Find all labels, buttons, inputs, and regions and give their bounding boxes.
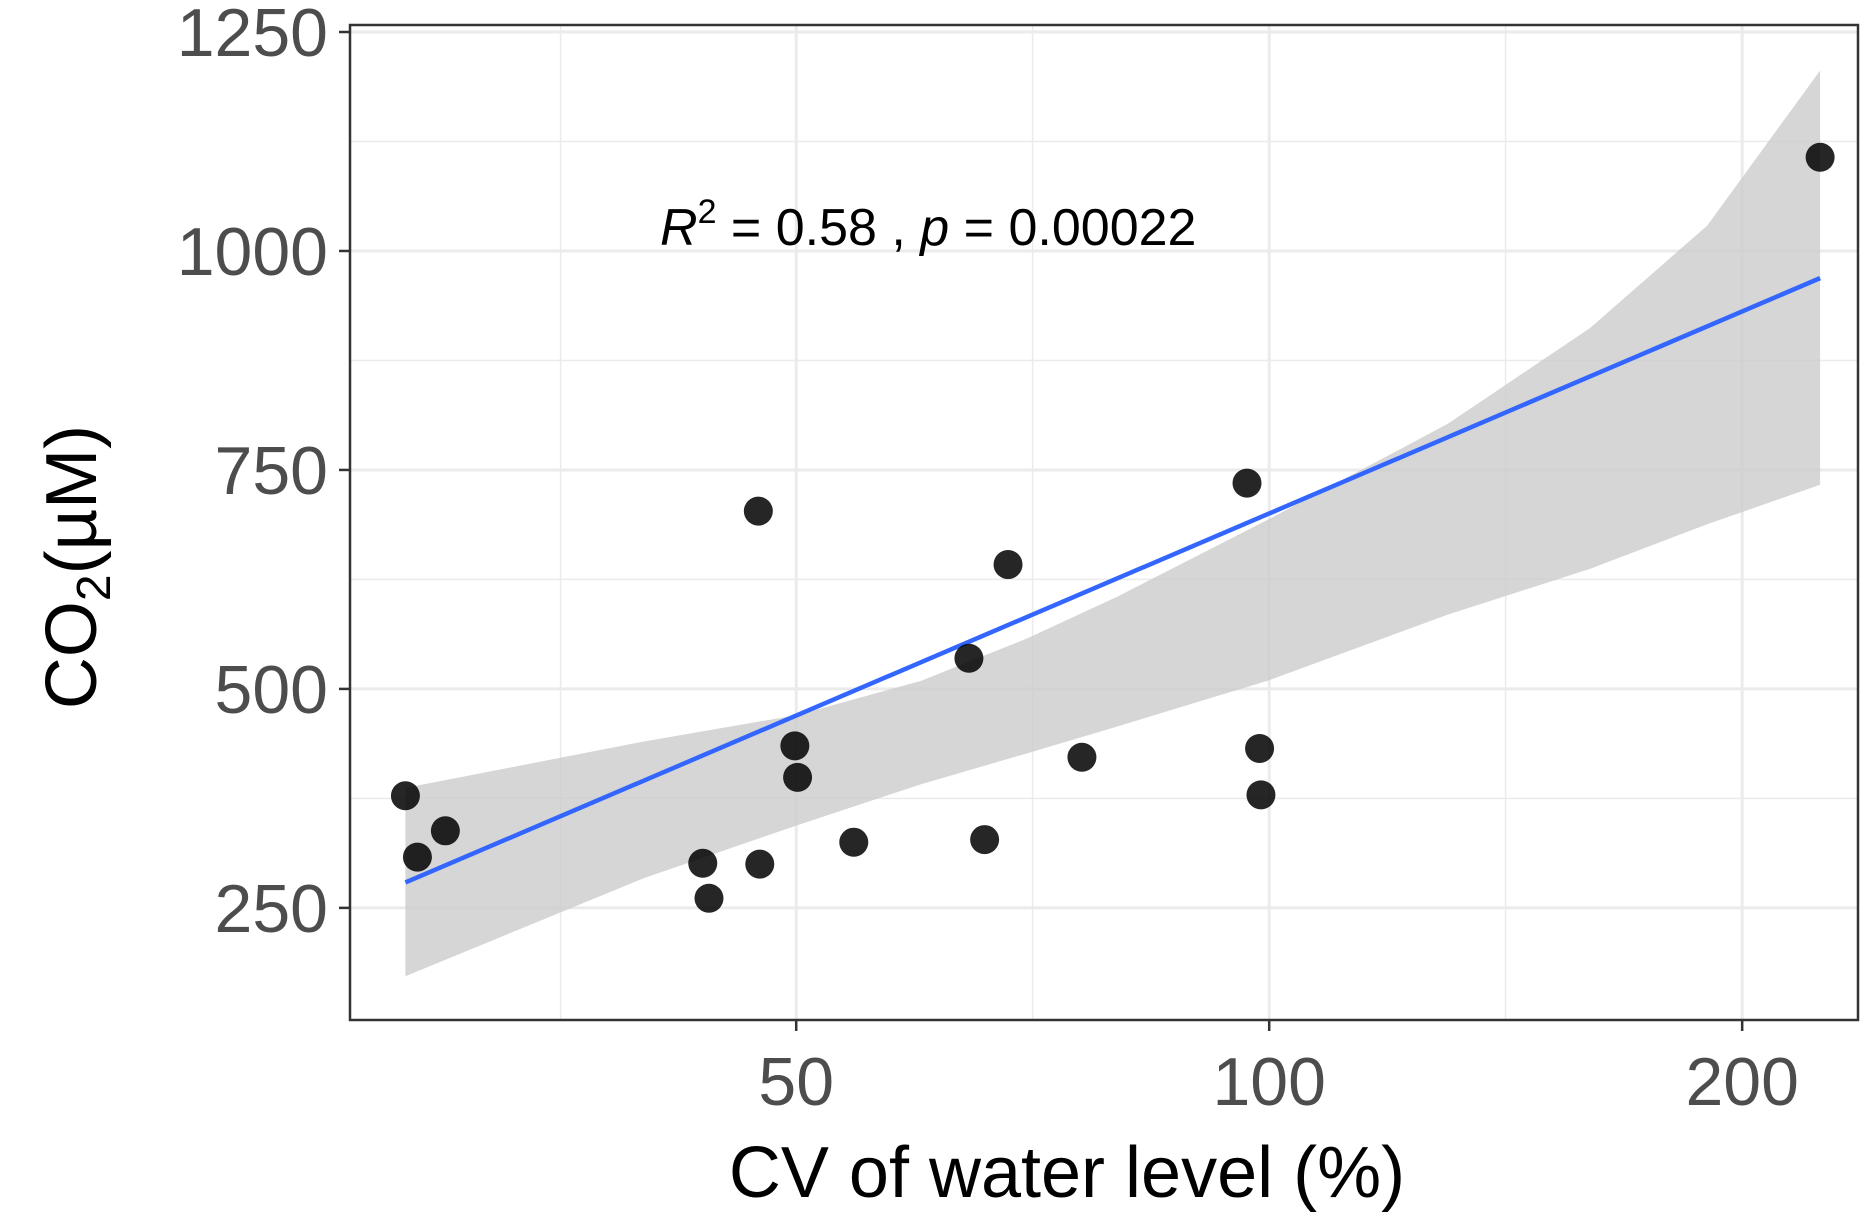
confidence-band	[405, 70, 1821, 977]
data-point	[1805, 142, 1835, 172]
y-axis-ticks: 250 500 750 1000 1250	[177, 0, 350, 947]
x-axis-ticks: 50 100 200	[758, 1020, 1799, 1120]
data-point	[743, 496, 773, 526]
data-point	[1232, 468, 1262, 498]
data-point	[402, 842, 432, 872]
y-tick-label: 500	[215, 652, 328, 728]
y-tick-label: 750	[215, 433, 328, 509]
y-tick-label: 250	[215, 871, 328, 947]
data-point	[694, 883, 724, 913]
data-point	[839, 827, 869, 857]
x-tick-label: 200	[1685, 1044, 1798, 1120]
fit-annotation: R2 = 0.58 , p = 0.00022	[660, 193, 1196, 257]
data-point	[430, 816, 460, 846]
y-tick-label: 1250	[177, 0, 328, 71]
p-symbol: p	[918, 199, 949, 257]
p-value: = 0.00022	[949, 199, 1196, 257]
data-points	[390, 142, 1835, 913]
data-point	[1246, 780, 1276, 810]
data-point	[1067, 742, 1097, 772]
x-tick-label: 100	[1212, 1044, 1325, 1120]
regression-line	[404, 276, 1821, 885]
x-tick-label: 50	[758, 1044, 834, 1120]
r-squared-exponent: 2	[698, 193, 717, 231]
data-point	[1245, 733, 1275, 763]
data-point	[954, 643, 984, 673]
x-axis-title: CV of water level (%)	[729, 1133, 1405, 1213]
r-squared-symbol: R	[660, 199, 698, 257]
y-axis-title: CO2(µM)	[32, 425, 121, 709]
y-axis-title-subscript: 2	[68, 574, 121, 601]
data-point	[970, 825, 1000, 855]
data-point	[783, 762, 813, 792]
r-squared-value: = 0.58 ,	[716, 199, 920, 257]
panel-border	[348, 23, 1860, 1022]
data-point	[688, 848, 718, 878]
data-point	[745, 849, 775, 879]
y-axis-title-unit: (µM)	[32, 425, 112, 574]
y-axis-title-main: CO	[32, 601, 112, 709]
data-point	[390, 781, 420, 811]
y-tick-label: 1000	[177, 214, 328, 290]
data-point	[993, 550, 1023, 580]
data-point	[780, 731, 810, 761]
